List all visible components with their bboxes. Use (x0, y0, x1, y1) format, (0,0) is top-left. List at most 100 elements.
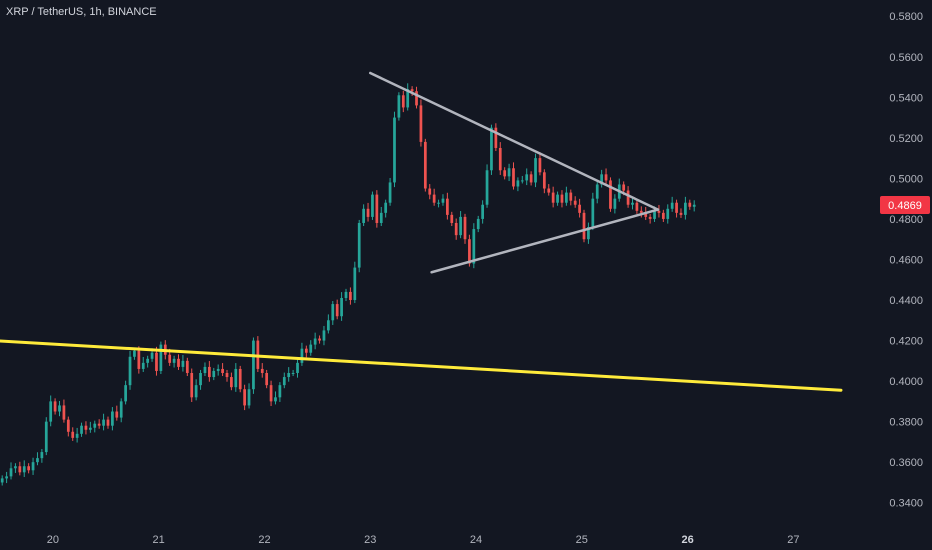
candle-body (644, 212, 648, 217)
candle-body (622, 184, 626, 191)
candle-body (534, 158, 537, 183)
price-axis[interactable]: 0.3400 0.3600 0.3800 0.4000 0.4200 0.4400 0.46… (880, 11, 930, 510)
candle-body (22, 466, 26, 473)
candle-body (525, 174, 529, 181)
candle-body (225, 372, 229, 378)
candle-body (221, 368, 224, 373)
candle-body (234, 368, 238, 388)
candle-body (604, 174, 608, 181)
candle-body (106, 419, 110, 426)
candle-body (18, 466, 22, 473)
candle-body (569, 192, 573, 201)
candle-body (582, 212, 586, 240)
candle-body (88, 427, 92, 430)
candle-body (340, 297, 343, 317)
candle-body (128, 356, 132, 386)
candle-body (573, 200, 577, 205)
candle-body (401, 95, 405, 108)
candle-body (49, 401, 53, 422)
candle-body (62, 405, 66, 420)
candle-body (115, 411, 119, 418)
candle-body (666, 208, 670, 219)
candle-body (159, 344, 163, 371)
candle-body (9, 468, 13, 477)
date-tick-label: 20 (47, 534, 59, 546)
candle-body (635, 202, 639, 211)
candle-body (600, 174, 604, 185)
candle-body (556, 194, 559, 203)
candle-body (450, 214, 454, 223)
triangle-lower-line[interactable] (430, 208, 660, 274)
candle-body (507, 168, 511, 177)
candle-body (5, 476, 8, 479)
candle-body (119, 401, 123, 418)
candle-body (472, 229, 476, 264)
candle-body (150, 352, 154, 359)
candle-body (53, 401, 57, 412)
candle-body (80, 425, 83, 434)
candle-body (670, 202, 674, 209)
candle-body (97, 423, 101, 426)
triangle-upper-line[interactable] (368, 71, 660, 211)
date-tick-label: 21 (153, 534, 165, 546)
candle-body (415, 91, 418, 106)
candle-body (565, 192, 568, 203)
candle-body (542, 172, 546, 189)
candle-body (459, 216, 462, 236)
candle-body (551, 192, 555, 203)
candle-body (331, 304, 335, 321)
candle-body (481, 204, 485, 219)
candle-body (657, 210, 661, 213)
candle-body (560, 194, 564, 203)
price-tick-label: 0.5200 (889, 133, 923, 145)
candle-body (93, 423, 97, 428)
candle-body (203, 366, 207, 373)
price-tick-label: 0.3400 (889, 498, 923, 510)
time-axis[interactable]: 20 21 22 23 24 25 26 27 (47, 534, 800, 546)
candle-body (14, 466, 17, 469)
candle-body (516, 180, 520, 187)
date-tick-label: 27 (787, 534, 799, 546)
candle-body (366, 208, 370, 217)
candle-body (631, 202, 634, 205)
candle-body (357, 222, 361, 268)
candle-body (274, 397, 277, 402)
candle-body (102, 419, 105, 426)
candle-body (327, 320, 330, 331)
candle-body (287, 372, 291, 378)
candle-body (0, 478, 4, 483)
candle-body (494, 127, 498, 148)
candle-body (547, 188, 551, 193)
candle-body (177, 358, 180, 367)
candle-body (265, 372, 269, 386)
candle-body (40, 452, 44, 459)
candle-body (185, 360, 189, 373)
candle-body (296, 362, 299, 373)
candle-body (520, 180, 524, 182)
candle-body (111, 411, 114, 426)
candle-body (529, 174, 533, 183)
candle-body (388, 182, 392, 203)
candle-body (490, 127, 493, 171)
date-tick-label: 25 (576, 534, 588, 546)
candle-body (133, 350, 136, 357)
candle-body (591, 198, 595, 228)
candle-body (282, 377, 286, 386)
candle-body (684, 202, 687, 215)
candle-body (653, 210, 656, 219)
candle-body (639, 210, 643, 213)
price-tick-label: 0.5000 (889, 173, 923, 185)
candle-body (313, 338, 317, 345)
candle-body (216, 368, 220, 371)
candle-body (124, 385, 127, 402)
price-tick-label: 0.4400 (889, 295, 923, 307)
candle-body (291, 372, 295, 374)
candle-body (476, 218, 480, 230)
price-tick-label: 0.5400 (889, 92, 923, 104)
date-tick-label: 23 (364, 534, 376, 546)
candle-body (609, 180, 612, 209)
candle-body (44, 421, 48, 453)
yellow-trendline[interactable] (0, 339, 843, 392)
candle-body (454, 222, 458, 236)
